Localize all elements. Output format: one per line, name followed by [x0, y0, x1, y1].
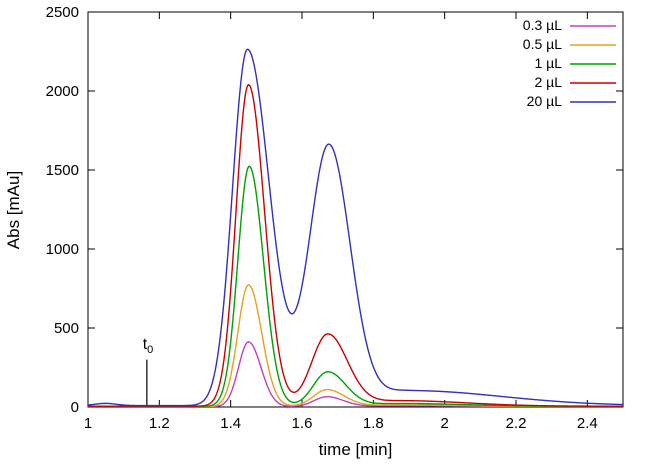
x-tick-label: 2.4: [577, 415, 598, 432]
x-tick-label: 2.2: [506, 415, 527, 432]
legend-label: 2 µL: [534, 74, 562, 90]
t0-annotation-label: t0: [136, 336, 160, 356]
y-tick-label: 500: [54, 320, 79, 337]
curve-2-µL: [88, 83, 623, 407]
x-tick-label: 1.2: [149, 415, 170, 432]
legend-label: 20 µL: [527, 93, 563, 109]
x-tick-label: 1.8: [363, 415, 384, 432]
y-tick-label: 2500: [46, 4, 79, 21]
x-tick-label: 1: [84, 415, 92, 432]
t0-text: t: [142, 336, 148, 353]
t0-subscript: 0: [147, 344, 154, 357]
x-axis-label: time [min]: [318, 440, 393, 459]
x-tick-label: 2: [440, 415, 448, 432]
plot-border: [87, 11, 624, 408]
curve-0.5-µL: [88, 284, 623, 407]
legend-label: 0.5 µL: [523, 36, 562, 52]
x-tick-label: 1.4: [220, 415, 241, 432]
curve-0.3-µL: [88, 341, 623, 407]
y-tick-label: 1500: [46, 162, 79, 179]
legend-label: 0.3 µL: [523, 17, 562, 33]
y-axis-label: Abs [mAu]: [4, 170, 23, 250]
y-tick-label: 1000: [46, 241, 79, 258]
curve-20-µL: [88, 48, 623, 407]
y-tick-label: 2000: [46, 83, 79, 100]
x-tick-label: 1.6: [292, 415, 313, 432]
legend-label: 1 µL: [534, 55, 562, 71]
y-tick-label: 0: [71, 399, 79, 416]
